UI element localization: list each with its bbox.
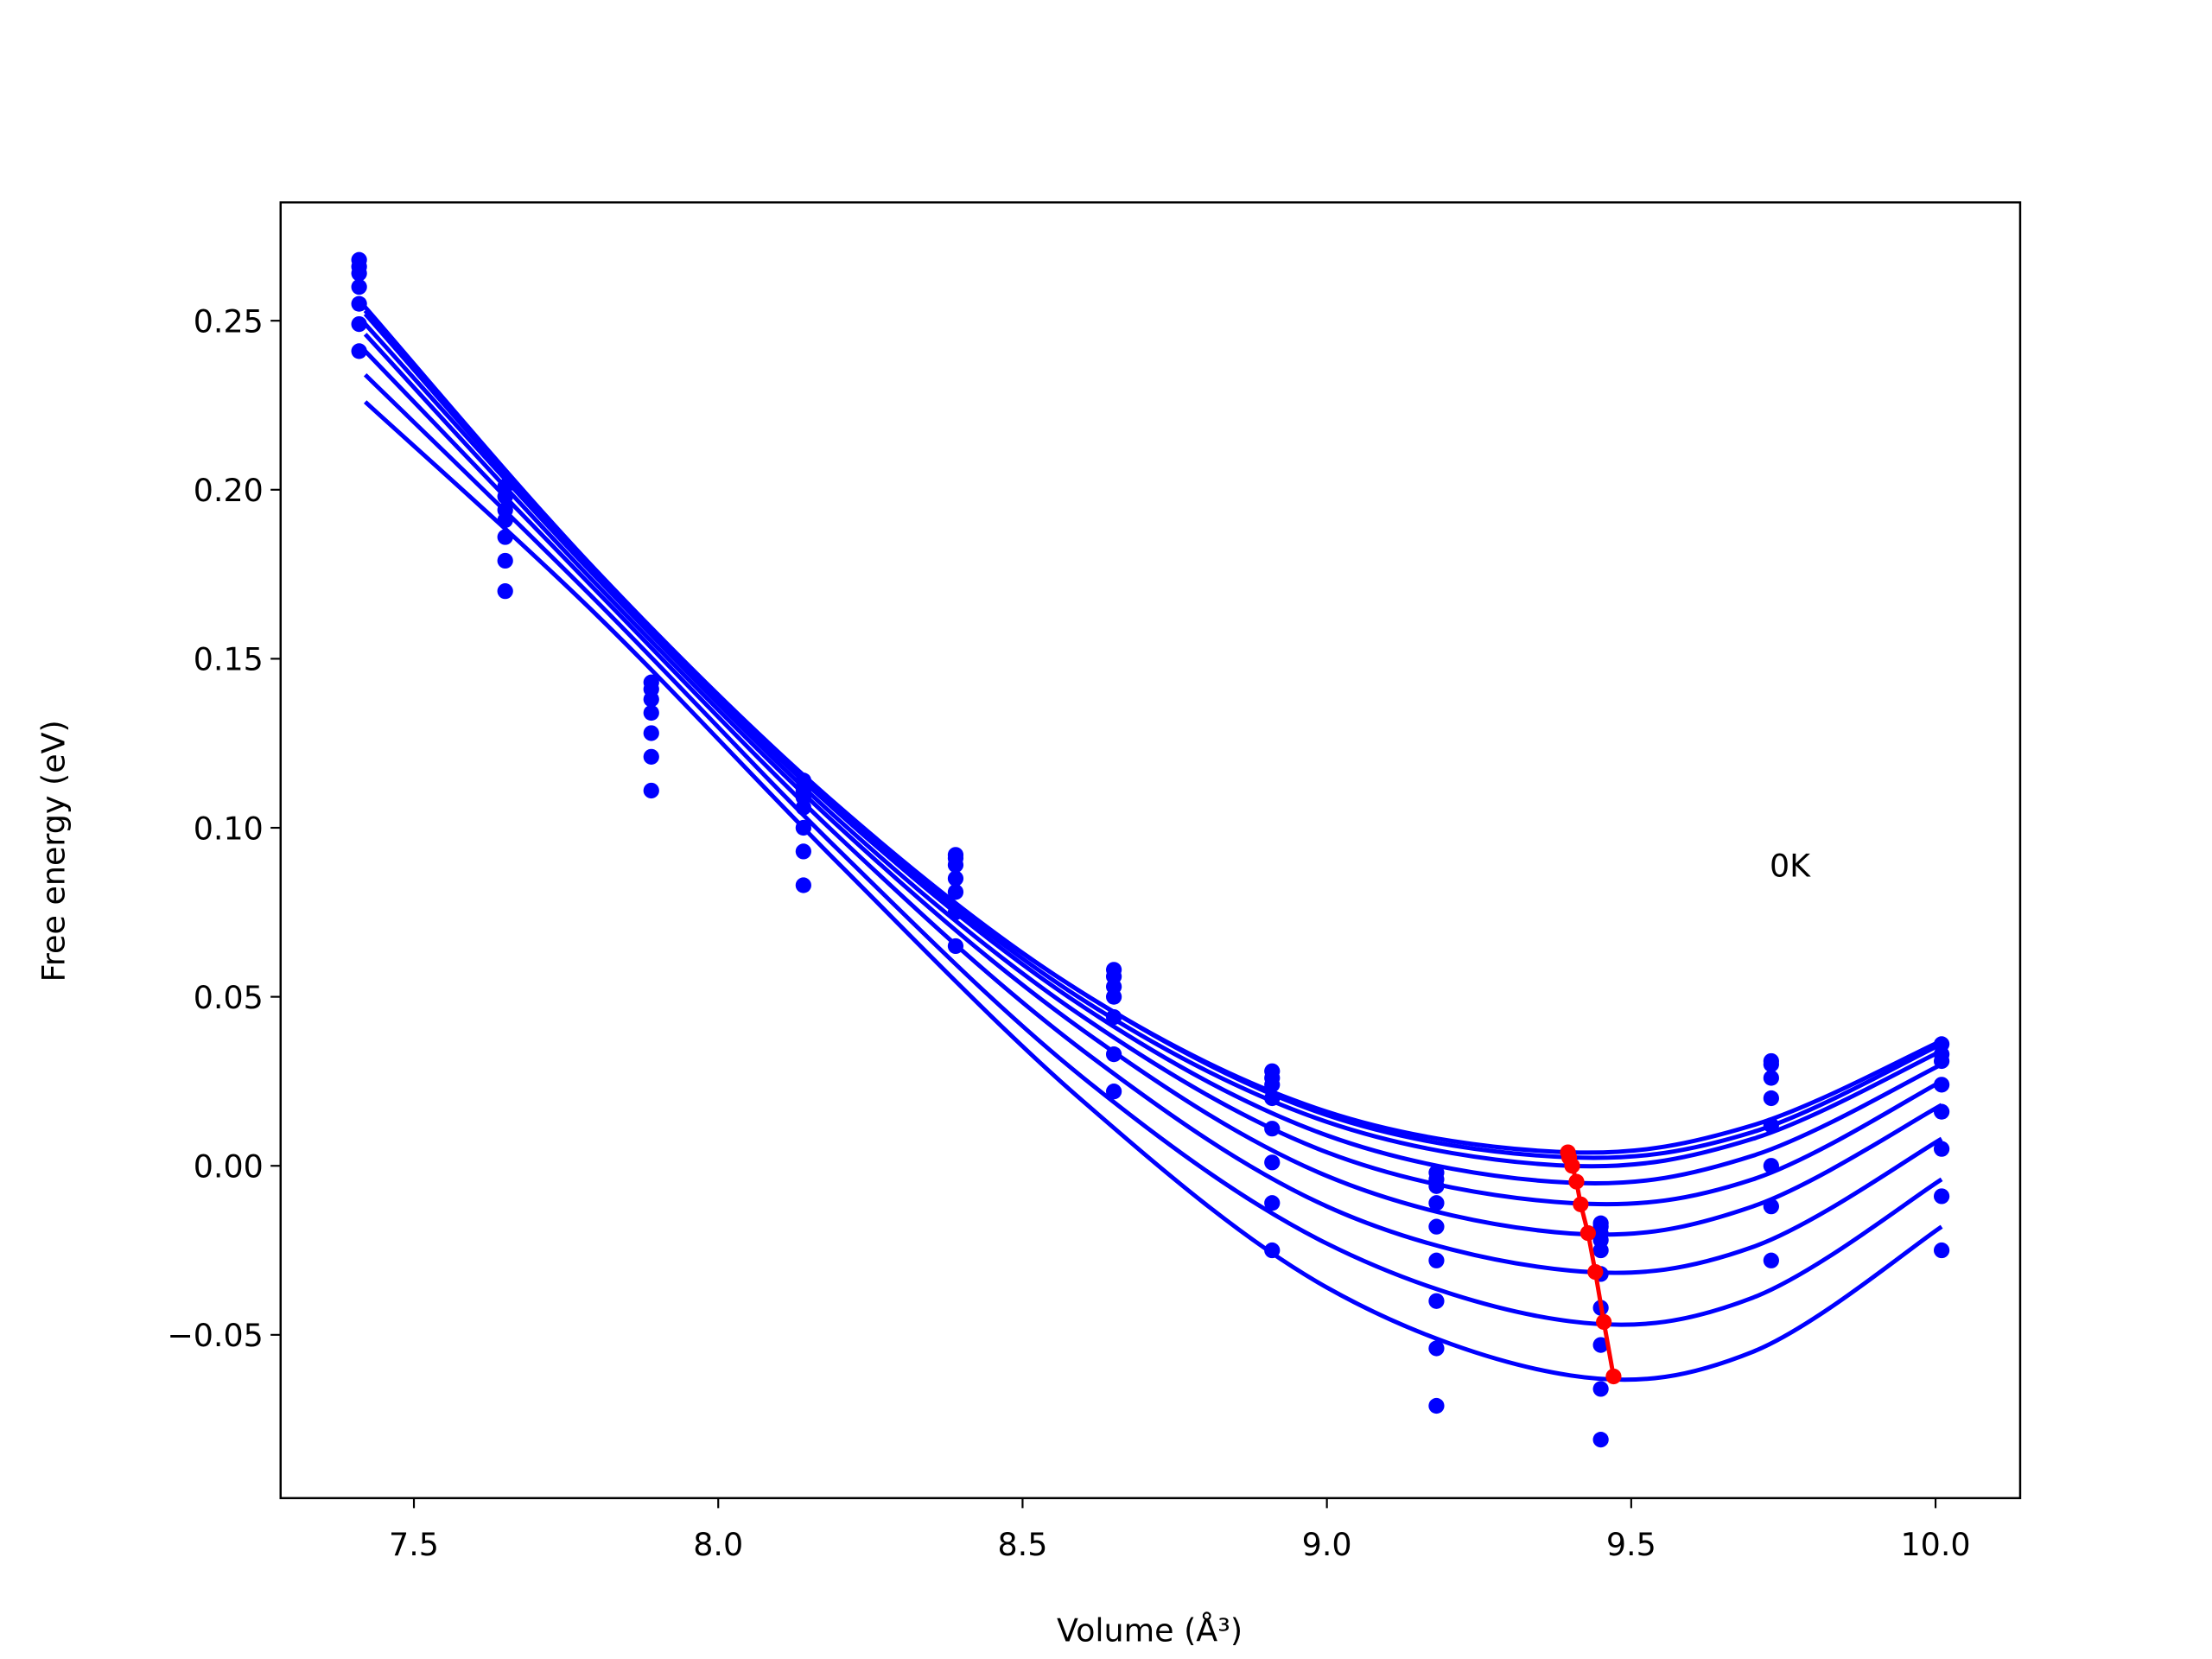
- data-point: [1428, 1195, 1445, 1211]
- data-point: [1428, 1252, 1445, 1268]
- data-point: [643, 748, 659, 765]
- fit-curve: [363, 349, 1943, 1275]
- data-point: [1933, 1077, 1950, 1093]
- data-point: [1763, 1056, 1779, 1072]
- data-point: [351, 278, 367, 296]
- data-point: [1264, 1154, 1281, 1171]
- data-point: [947, 856, 964, 874]
- data-point: [1105, 1084, 1122, 1100]
- data-point: [497, 583, 513, 600]
- data-point: [351, 315, 367, 333]
- data-point: [1763, 1252, 1779, 1268]
- plot-frame: [279, 201, 2022, 1500]
- data-point: [1933, 1188, 1950, 1205]
- data-point: [1573, 1196, 1589, 1212]
- fit-curve: [363, 322, 1943, 1207]
- data-point: [947, 870, 964, 887]
- data-point: [1428, 1293, 1445, 1309]
- data-point: [1933, 1242, 1950, 1259]
- data-point: [1105, 988, 1122, 1005]
- annotation: 0K: [1770, 848, 1811, 885]
- data-point: [351, 296, 367, 312]
- data-point: [1592, 1337, 1609, 1353]
- data-point: [351, 343, 367, 359]
- y-tick-label: 0.00: [194, 1147, 264, 1185]
- fit-curve: [363, 333, 1943, 1237]
- data-point: [1564, 1158, 1580, 1174]
- y-axis-label: Free energy (eV): [35, 720, 73, 982]
- data-point: [643, 725, 659, 741]
- data-point: [643, 782, 659, 799]
- y-tick-label: 0.20: [194, 472, 264, 509]
- data-point: [1580, 1224, 1596, 1242]
- data-point: [1264, 1195, 1281, 1211]
- x-tick-label: 9.5: [1606, 1526, 1656, 1563]
- x-tick-label: 10.0: [1900, 1526, 1970, 1563]
- data-point: [1428, 1340, 1445, 1357]
- data-point: [643, 691, 659, 708]
- x-tick-label: 8.5: [997, 1526, 1047, 1563]
- data-point: [1428, 1218, 1445, 1235]
- data-point: [947, 884, 964, 900]
- data-point: [1763, 1090, 1779, 1107]
- data-point: [1587, 1263, 1604, 1281]
- y-tick-label: 0.10: [194, 810, 264, 847]
- data-point: [643, 704, 659, 721]
- x-axis-label: Volume (Å³): [1057, 1611, 1243, 1649]
- y-tick-label: 0.25: [194, 302, 264, 340]
- data-point: [1428, 1397, 1445, 1414]
- y-tick-label: 0.15: [194, 641, 264, 678]
- fit-curve: [363, 372, 1943, 1327]
- data-point: [1592, 1432, 1609, 1448]
- data-point: [1933, 1141, 1950, 1157]
- y-tick-label: −0.05: [167, 1317, 264, 1354]
- data-point: [1568, 1173, 1585, 1190]
- y-tick-label: 0.05: [194, 979, 264, 1016]
- fit-curve: [363, 400, 1943, 1382]
- data-point: [1592, 1242, 1609, 1259]
- x-tick-label: 7.5: [389, 1526, 439, 1563]
- x-tick-label: 8.0: [693, 1526, 743, 1563]
- fit-curve: [363, 312, 1943, 1185]
- data-point: [1605, 1368, 1622, 1385]
- data-point: [795, 877, 811, 893]
- data-point: [795, 843, 811, 860]
- data-point: [351, 265, 367, 282]
- data-point: [1592, 1381, 1609, 1397]
- x-tick-label: 9.0: [1302, 1526, 1352, 1563]
- data-point: [1763, 1070, 1779, 1086]
- data-point: [1596, 1313, 1612, 1331]
- fit-curve: [363, 308, 1943, 1160]
- data-point: [497, 552, 513, 569]
